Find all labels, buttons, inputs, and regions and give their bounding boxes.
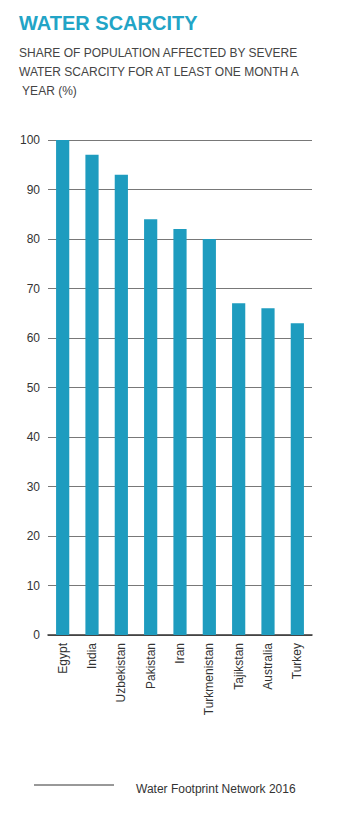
svg-text:10: 10 bbox=[27, 579, 41, 593]
svg-text:WATER SCARCITY: WATER SCARCITY bbox=[19, 12, 198, 34]
svg-text:30: 30 bbox=[27, 480, 41, 494]
svg-text:Turkey: Turkey bbox=[290, 643, 304, 679]
svg-text:SHARE OF POPULATION AFFECTED B: SHARE OF POPULATION AFFECTED BY SEVERE bbox=[19, 46, 301, 60]
svg-text:40: 40 bbox=[27, 430, 41, 444]
svg-text:70: 70 bbox=[27, 282, 41, 296]
svg-text:80: 80 bbox=[27, 232, 41, 246]
svg-text:0: 0 bbox=[33, 628, 40, 642]
svg-text:Water Footprint Network 2016: Water Footprint Network 2016 bbox=[136, 782, 296, 796]
svg-text:Tajikstan: Tajikstan bbox=[232, 643, 246, 690]
svg-text:60: 60 bbox=[27, 331, 41, 345]
svg-text:Iran: Iran bbox=[173, 643, 187, 664]
svg-text:Pakistan: Pakistan bbox=[144, 643, 158, 689]
svg-text:20: 20 bbox=[27, 529, 41, 543]
svg-text:Australia: Australia bbox=[261, 643, 275, 690]
svg-text:Uzbekistan: Uzbekistan bbox=[114, 643, 128, 702]
svg-text:Turkmenistan: Turkmenistan bbox=[202, 643, 216, 715]
svg-text:90: 90 bbox=[27, 183, 41, 197]
svg-text:YEAR (%): YEAR (%) bbox=[19, 84, 77, 98]
svg-text:100: 100 bbox=[20, 133, 40, 147]
svg-text:WATER SCARCITY FOR AT LEAST ON: WATER SCARCITY FOR AT LEAST ONE MONTH A bbox=[19, 65, 299, 79]
svg-text:Egypt: Egypt bbox=[56, 642, 70, 673]
svg-text:50: 50 bbox=[27, 381, 41, 395]
svg-text:India: India bbox=[85, 643, 99, 669]
